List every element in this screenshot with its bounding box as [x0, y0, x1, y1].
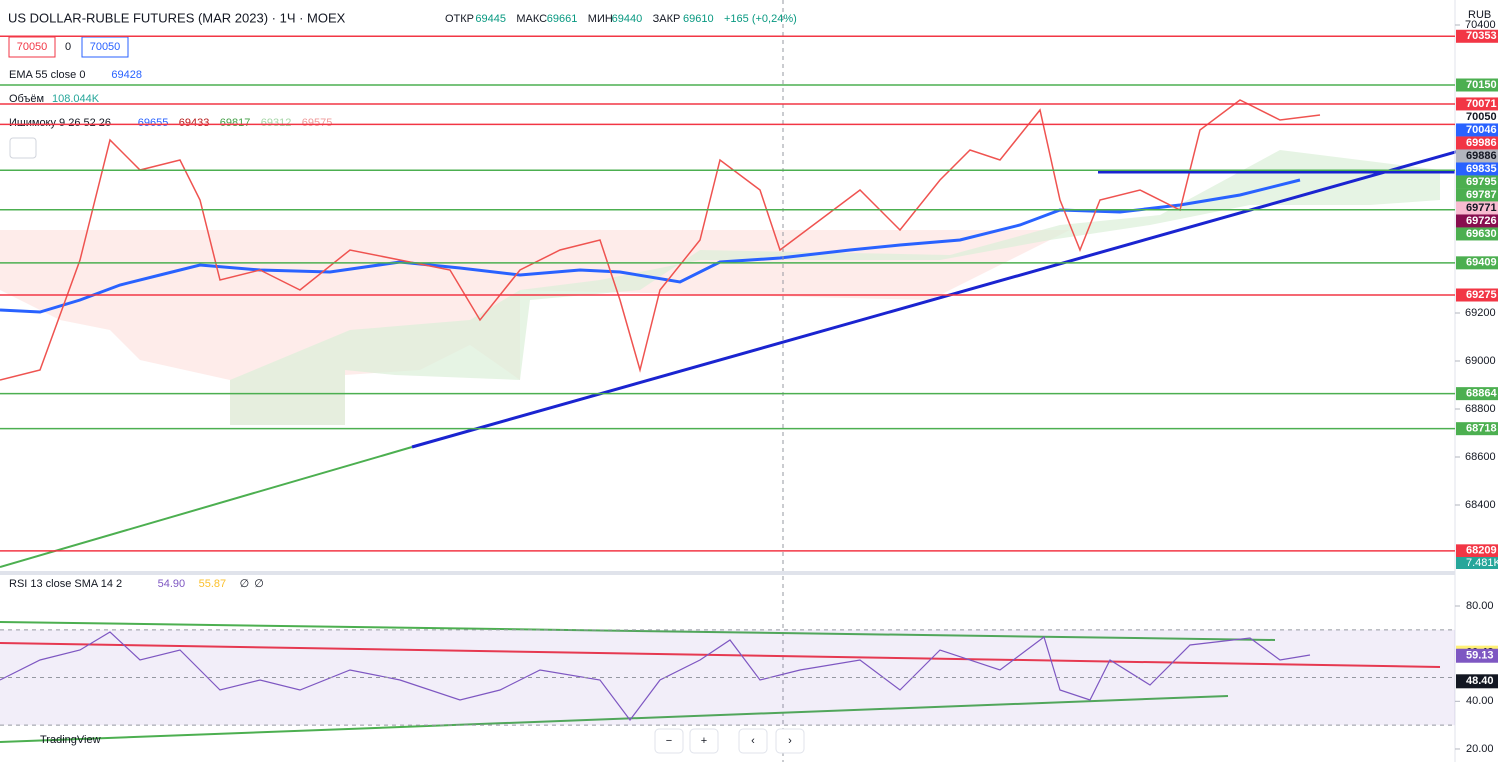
- price-badge-label: 69726: [1466, 215, 1497, 227]
- legend-value: 69575: [302, 117, 333, 129]
- change: +165 (+0,24%): [724, 13, 797, 25]
- logo: TradingView: [40, 734, 101, 746]
- price-badge-label: 70150: [1466, 79, 1497, 91]
- price-tick-label: 70400: [1465, 19, 1496, 31]
- legend-value: 108.044K: [52, 93, 100, 105]
- price-badge-label: 69409: [1466, 257, 1497, 269]
- price-badge: [1456, 136, 1498, 150]
- ohlc-label: ОТКР: [445, 13, 474, 25]
- price-badge-label: 69986: [1466, 137, 1497, 149]
- rsi-value: 55.87: [199, 578, 227, 590]
- price-badge: [1456, 29, 1498, 43]
- price-badge: [1456, 256, 1498, 270]
- svg-text:›: ›: [788, 735, 792, 747]
- ohlc-value: 69440: [612, 13, 643, 25]
- price-badge: [1456, 544, 1498, 558]
- price-badge-label: 69630: [1466, 228, 1497, 240]
- ohlc-value: 69661: [547, 13, 578, 25]
- price-tick-label: 68600: [1465, 451, 1496, 463]
- price-tick-label: 69000: [1465, 355, 1496, 367]
- price-badge-label: 69886: [1466, 150, 1497, 162]
- price-badge-label: 69787: [1466, 189, 1497, 201]
- rsi-badge-label: 48.40: [1466, 675, 1494, 687]
- price-badge-label: 70046: [1466, 124, 1497, 136]
- price-badge-label: 68718: [1466, 423, 1497, 435]
- symbol: US DOLLAR-RUBLE FUTURES (MAR 2023) · 1Ч …: [8, 10, 346, 25]
- price-badge: [1456, 110, 1498, 124]
- price-badge: [1456, 214, 1498, 228]
- price-badge: [1456, 97, 1498, 111]
- price-badge: [1456, 188, 1498, 202]
- price-tick-label: 68800: [1465, 403, 1496, 415]
- ohlc-label: МИН: [588, 13, 613, 25]
- rsi-tick-label: 40.00: [1466, 695, 1494, 707]
- price-badge-label: 68209: [1466, 545, 1497, 557]
- rsi-value: ∅: [240, 578, 250, 590]
- rsi-name: RSI 13 close SMA 14 2: [9, 578, 122, 590]
- legend-value: 69312: [261, 117, 292, 129]
- rsi-badge: [1456, 674, 1498, 689]
- price-badge: [1456, 422, 1498, 436]
- price-badge: [1456, 175, 1498, 189]
- legend-value: 69428: [111, 69, 142, 81]
- ohlc-label: ЗАКР: [653, 13, 681, 25]
- rsi-badge: [1456, 648, 1498, 663]
- svg-text:‹: ‹: [751, 735, 755, 747]
- legend-value: 69433: [179, 117, 210, 129]
- volume-badge-label: 7.481K: [1466, 557, 1498, 569]
- price-badge-label: 69795: [1466, 176, 1497, 188]
- ohlc-value: 69610: [683, 13, 714, 25]
- sell-price: 70050: [17, 41, 48, 53]
- price-tick-label: 68400: [1465, 499, 1496, 511]
- rsi-value: 54.90: [158, 578, 186, 590]
- price-badge-label: 70050: [1466, 111, 1497, 123]
- volume-badge: [1456, 557, 1498, 569]
- price-badge-label: 69771: [1466, 202, 1497, 214]
- legend-value: 69655: [138, 117, 169, 129]
- spread: 0: [65, 41, 71, 53]
- svg-text:−: −: [666, 735, 672, 747]
- price-badge-label: 70353: [1466, 30, 1497, 42]
- price-badge: [1456, 201, 1498, 215]
- legend-name: Объём: [9, 93, 44, 105]
- rsi-tick-label: 20.00: [1466, 743, 1494, 755]
- svg-text:+: +: [701, 735, 707, 747]
- buy-price: 70050: [90, 41, 121, 53]
- rsi-value: ∅: [254, 578, 264, 590]
- price-badge: [1456, 162, 1498, 176]
- ohlc-value: 69445: [475, 13, 506, 25]
- price-badge: [1456, 387, 1498, 401]
- rsi-badge-label: 59.13: [1466, 650, 1494, 662]
- price-tick-label: 69200: [1465, 307, 1496, 319]
- ohlc-label: МАКС: [516, 13, 547, 25]
- price-badge: [1456, 78, 1498, 92]
- legend-value: 69817: [220, 117, 251, 129]
- price-badge-label: 70071: [1466, 98, 1497, 110]
- rsi-tick-label: 80.00: [1466, 600, 1494, 612]
- price-badge-label: 69835: [1466, 163, 1497, 175]
- price-badge-label: 69275: [1466, 289, 1497, 301]
- price-badge: [1456, 288, 1498, 302]
- price-badge-label: 68864: [1466, 388, 1497, 400]
- price-badge: [1456, 227, 1498, 241]
- legend-name: Ишимоку 9 26 52 26: [9, 117, 111, 129]
- legend-name: EMA 55 close 0: [9, 69, 85, 81]
- price-badge: [1456, 123, 1498, 137]
- currency: RUB: [1468, 9, 1491, 21]
- price-badge: [1456, 149, 1498, 163]
